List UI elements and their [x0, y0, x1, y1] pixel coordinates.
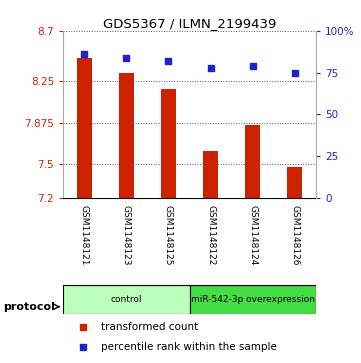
Text: miR-542-3p overexpression: miR-542-3p overexpression: [191, 295, 315, 304]
Point: [166, 58, 171, 64]
Text: transformed count: transformed count: [101, 322, 198, 332]
Point: [250, 63, 256, 69]
Bar: [203, 151, 218, 198]
Title: GDS5367 / ILMN_2199439: GDS5367 / ILMN_2199439: [103, 17, 276, 30]
Bar: [190, 285, 316, 314]
Bar: [245, 125, 260, 198]
Point: [292, 70, 298, 76]
Point: [81, 51, 87, 57]
Text: percentile rank within the sample: percentile rank within the sample: [101, 342, 277, 352]
Point: [81, 324, 86, 330]
Bar: [63, 285, 190, 314]
Text: GSM1148122: GSM1148122: [206, 205, 215, 265]
Text: GSM1148125: GSM1148125: [164, 205, 173, 265]
Point: [81, 344, 86, 350]
Bar: [119, 73, 134, 198]
Text: GSM1148123: GSM1148123: [122, 205, 131, 265]
Text: protocol: protocol: [4, 302, 56, 312]
Text: control: control: [110, 295, 142, 304]
Text: GSM1148121: GSM1148121: [80, 205, 89, 265]
Bar: [161, 89, 176, 198]
Text: GSM1148126: GSM1148126: [290, 205, 299, 265]
Point: [123, 55, 129, 61]
Bar: [287, 167, 302, 198]
Text: GSM1148124: GSM1148124: [248, 205, 257, 265]
Point: [208, 65, 213, 70]
Bar: [77, 58, 92, 198]
